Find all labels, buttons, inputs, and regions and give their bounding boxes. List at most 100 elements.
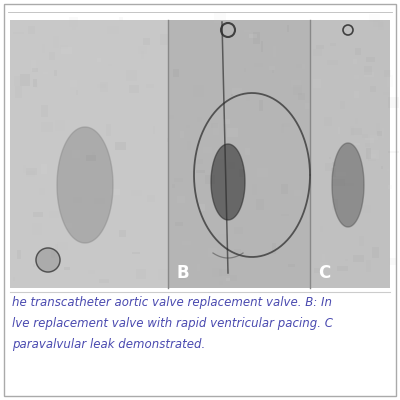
- Bar: [190, 160, 196, 171]
- Bar: [42, 44, 44, 53]
- Bar: [40, 109, 51, 121]
- Bar: [174, 178, 183, 182]
- Bar: [386, 248, 388, 251]
- Bar: [354, 91, 359, 98]
- Bar: [282, 123, 291, 127]
- Bar: [97, 84, 106, 88]
- Bar: [344, 259, 348, 261]
- Bar: [136, 270, 146, 279]
- Text: lve replacement valve with rapid ventricular pacing. C: lve replacement valve with rapid ventric…: [12, 317, 333, 330]
- Bar: [272, 70, 274, 73]
- Bar: [315, 219, 327, 223]
- Bar: [249, 34, 257, 38]
- Bar: [244, 266, 251, 276]
- Bar: [35, 82, 38, 88]
- Bar: [33, 264, 35, 267]
- Bar: [372, 247, 380, 258]
- Bar: [119, 17, 123, 21]
- Bar: [160, 34, 170, 45]
- Bar: [364, 72, 374, 76]
- Bar: [369, 14, 380, 22]
- Bar: [345, 185, 353, 188]
- Bar: [182, 241, 190, 244]
- Bar: [353, 255, 364, 262]
- Bar: [196, 170, 205, 173]
- Bar: [245, 148, 250, 155]
- Bar: [110, 229, 119, 232]
- Bar: [228, 162, 236, 169]
- Bar: [32, 223, 42, 235]
- Bar: [180, 272, 186, 280]
- Bar: [172, 184, 175, 188]
- Bar: [18, 164, 27, 175]
- Bar: [186, 125, 190, 128]
- Bar: [226, 278, 230, 281]
- Bar: [212, 268, 222, 277]
- Bar: [138, 46, 147, 54]
- Bar: [273, 46, 276, 57]
- Bar: [254, 63, 263, 66]
- Bar: [366, 260, 372, 272]
- Bar: [219, 281, 223, 286]
- Bar: [126, 70, 137, 81]
- Bar: [338, 149, 341, 152]
- Bar: [173, 69, 179, 78]
- Bar: [354, 75, 359, 79]
- Bar: [33, 79, 37, 86]
- Bar: [41, 122, 52, 132]
- Bar: [32, 68, 38, 72]
- Bar: [119, 230, 126, 238]
- Bar: [291, 80, 301, 87]
- Bar: [31, 60, 36, 71]
- Bar: [387, 75, 393, 87]
- Bar: [324, 75, 334, 78]
- Bar: [198, 204, 205, 212]
- Bar: [292, 278, 295, 283]
- Bar: [246, 97, 250, 100]
- Bar: [257, 168, 268, 177]
- Bar: [370, 173, 374, 184]
- Bar: [218, 234, 229, 244]
- Bar: [281, 124, 284, 132]
- Bar: [340, 101, 345, 109]
- Bar: [353, 59, 357, 64]
- Bar: [389, 258, 397, 266]
- Bar: [219, 269, 230, 276]
- Bar: [362, 206, 371, 213]
- Bar: [365, 140, 370, 147]
- Text: he transcatheter aortic valve replacement valve. B: In: he transcatheter aortic valve replacemen…: [12, 296, 332, 309]
- Bar: [177, 176, 183, 188]
- Bar: [368, 158, 376, 161]
- Bar: [64, 222, 72, 228]
- Bar: [316, 64, 322, 68]
- Bar: [377, 131, 382, 136]
- Bar: [153, 126, 155, 134]
- Bar: [10, 20, 168, 288]
- Bar: [386, 169, 389, 171]
- Bar: [349, 48, 355, 56]
- Bar: [254, 32, 260, 44]
- Bar: [15, 86, 22, 98]
- Bar: [256, 199, 264, 210]
- Bar: [213, 124, 219, 135]
- Bar: [388, 185, 392, 190]
- Bar: [314, 268, 323, 273]
- Bar: [56, 244, 58, 253]
- Bar: [41, 164, 47, 174]
- Bar: [298, 93, 305, 100]
- Bar: [364, 138, 374, 143]
- Bar: [70, 80, 77, 87]
- Bar: [150, 184, 161, 192]
- Bar: [110, 189, 120, 196]
- Bar: [70, 17, 78, 27]
- Bar: [296, 64, 302, 68]
- Bar: [332, 162, 336, 166]
- Bar: [14, 32, 24, 34]
- Bar: [320, 226, 322, 232]
- Bar: [61, 47, 72, 54]
- Bar: [330, 43, 336, 46]
- Bar: [322, 254, 326, 261]
- Bar: [261, 41, 263, 52]
- Bar: [180, 131, 184, 138]
- Bar: [106, 124, 111, 136]
